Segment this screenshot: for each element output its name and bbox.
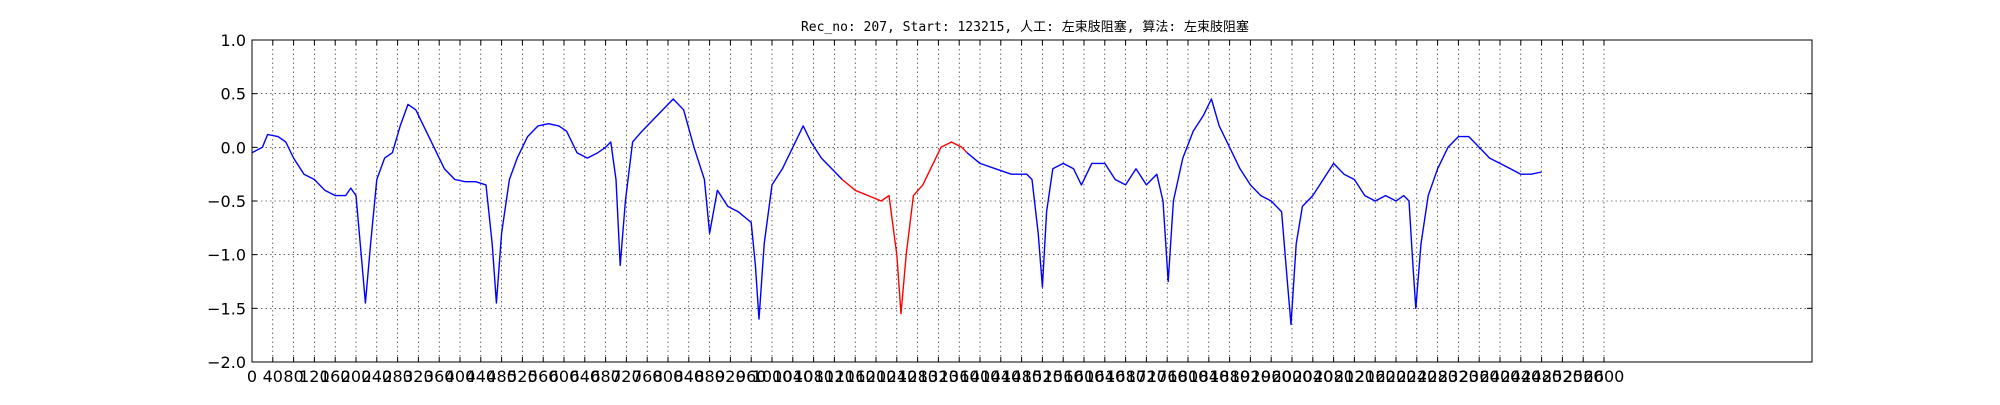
series-line-2 [841, 141, 968, 315]
x-tick-label: 1440 [980, 367, 1021, 386]
x-tick-label: 240 [362, 367, 393, 386]
x-tick-label: 1040 [772, 367, 813, 386]
x-tick-label: 1520 [1022, 367, 1063, 386]
x-tick-label: 480 [486, 367, 517, 386]
x-tick-label: 2400 [1480, 367, 1521, 386]
x-tick-label: 2520 [1542, 367, 1583, 386]
x-tick-label: 1200 [856, 367, 897, 386]
x-tick-label: 600 [549, 367, 580, 386]
x-tick-label: 1560 [1043, 367, 1084, 386]
x-tick-label: 1680 [1105, 367, 1146, 386]
x-tick-label: 320 [403, 367, 434, 386]
x-tick-label: 920 [715, 367, 746, 386]
x-tick-label: 2600 [1584, 367, 1625, 386]
x-tick-labels: 0 40 8012016020024028032036040044048052056… [247, 367, 1624, 386]
x-tick-label: 1800 [1168, 367, 1209, 386]
x-tick-label: 760 [632, 367, 663, 386]
y-tick-label: −0.5 [207, 192, 246, 211]
x-tick-label: 560 [528, 367, 559, 386]
x-tick-label: 2200 [1376, 367, 1417, 386]
chart-title: Rec_no: 207, Start: 123215, 人工: 左束肢阻塞, 算… [801, 19, 1249, 35]
series-line-1 [251, 98, 843, 320]
x-tick-label: 2280 [1417, 367, 1458, 386]
series-lines [251, 98, 1542, 326]
x-tick-label: 640 [570, 367, 601, 386]
x-tick-label: 1960 [1251, 367, 1292, 386]
x-tick-label: 1000 [752, 367, 793, 386]
x-tick-label: 1240 [876, 367, 917, 386]
x-tick-label: 1160 [835, 367, 876, 386]
x-tick-label: 2120 [1334, 367, 1375, 386]
x-tick-label: 1840 [1188, 367, 1229, 386]
x-tick-label: 520 [507, 367, 538, 386]
x-tick-label: 400 [445, 367, 476, 386]
x-tick-label: 2360 [1459, 367, 1500, 386]
x-tick-label: 720 [611, 367, 642, 386]
x-tick-label: 1280 [897, 367, 938, 386]
x-tick-label: 2480 [1521, 367, 1562, 386]
x-tick-label: 2320 [1438, 367, 1479, 386]
y-tick-label: −1.0 [207, 246, 246, 265]
x-tick-label: 0 [247, 367, 257, 386]
x-tick-label: 2000 [1272, 367, 1313, 386]
x-tick-label: 2240 [1396, 367, 1437, 386]
x-tick-label: 1600 [1064, 367, 1105, 386]
x-tick-label: 1720 [1126, 367, 1167, 386]
x-tick-label: 1480 [1001, 367, 1042, 386]
x-tick-label: 880 [694, 367, 725, 386]
x-tick-label: 1920 [1230, 367, 1271, 386]
x-tick-label: 1640 [1084, 367, 1125, 386]
x-tick-label: 2440 [1500, 367, 1541, 386]
y-tick-label: −1.5 [207, 299, 246, 318]
x-tick-label: 1320 [918, 367, 959, 386]
x-tick-label: 440 [466, 367, 497, 386]
x-tick-label: 1880 [1209, 367, 1250, 386]
x-tick-label: 80 [283, 367, 303, 386]
x-tick-label: 1120 [814, 367, 855, 386]
x-tick-label: 1360 [939, 367, 980, 386]
y-tick-label: 0.5 [221, 85, 246, 104]
y-tick-label: −2.0 [207, 353, 246, 372]
x-tick-label: 160 [320, 367, 351, 386]
x-tick-label: 40 [263, 367, 283, 386]
series-line-3 [966, 98, 1542, 326]
y-tick-label: 0.0 [221, 138, 246, 157]
tick-marks [251, 39, 1812, 363]
x-tick-label: 1760 [1147, 367, 1188, 386]
x-tick-label: 2160 [1355, 367, 1396, 386]
x-tick-label: 2040 [1292, 367, 1333, 386]
x-tick-label: 1400 [960, 367, 1001, 386]
x-tick-label: 120 [299, 367, 330, 386]
x-tick-label: 200 [341, 367, 372, 386]
grid-lines [252, 40, 1812, 362]
x-tick-label: 360 [424, 367, 455, 386]
x-tick-label: 960 [736, 367, 767, 386]
x-tick-label: 840 [674, 367, 705, 386]
x-tick-label: 2560 [1563, 367, 1604, 386]
x-tick-label: 680 [590, 367, 621, 386]
y-tick-labels: 1.0 0.5 0.0 −0.5 −1.0 −1.5 −2.0 [207, 31, 246, 372]
y-tick-label: 1.0 [221, 31, 246, 50]
x-tick-label: 800 [653, 367, 684, 386]
x-tick-label: 2080 [1313, 367, 1354, 386]
x-tick-label: 1080 [793, 367, 834, 386]
x-tick-label: 280 [382, 367, 413, 386]
